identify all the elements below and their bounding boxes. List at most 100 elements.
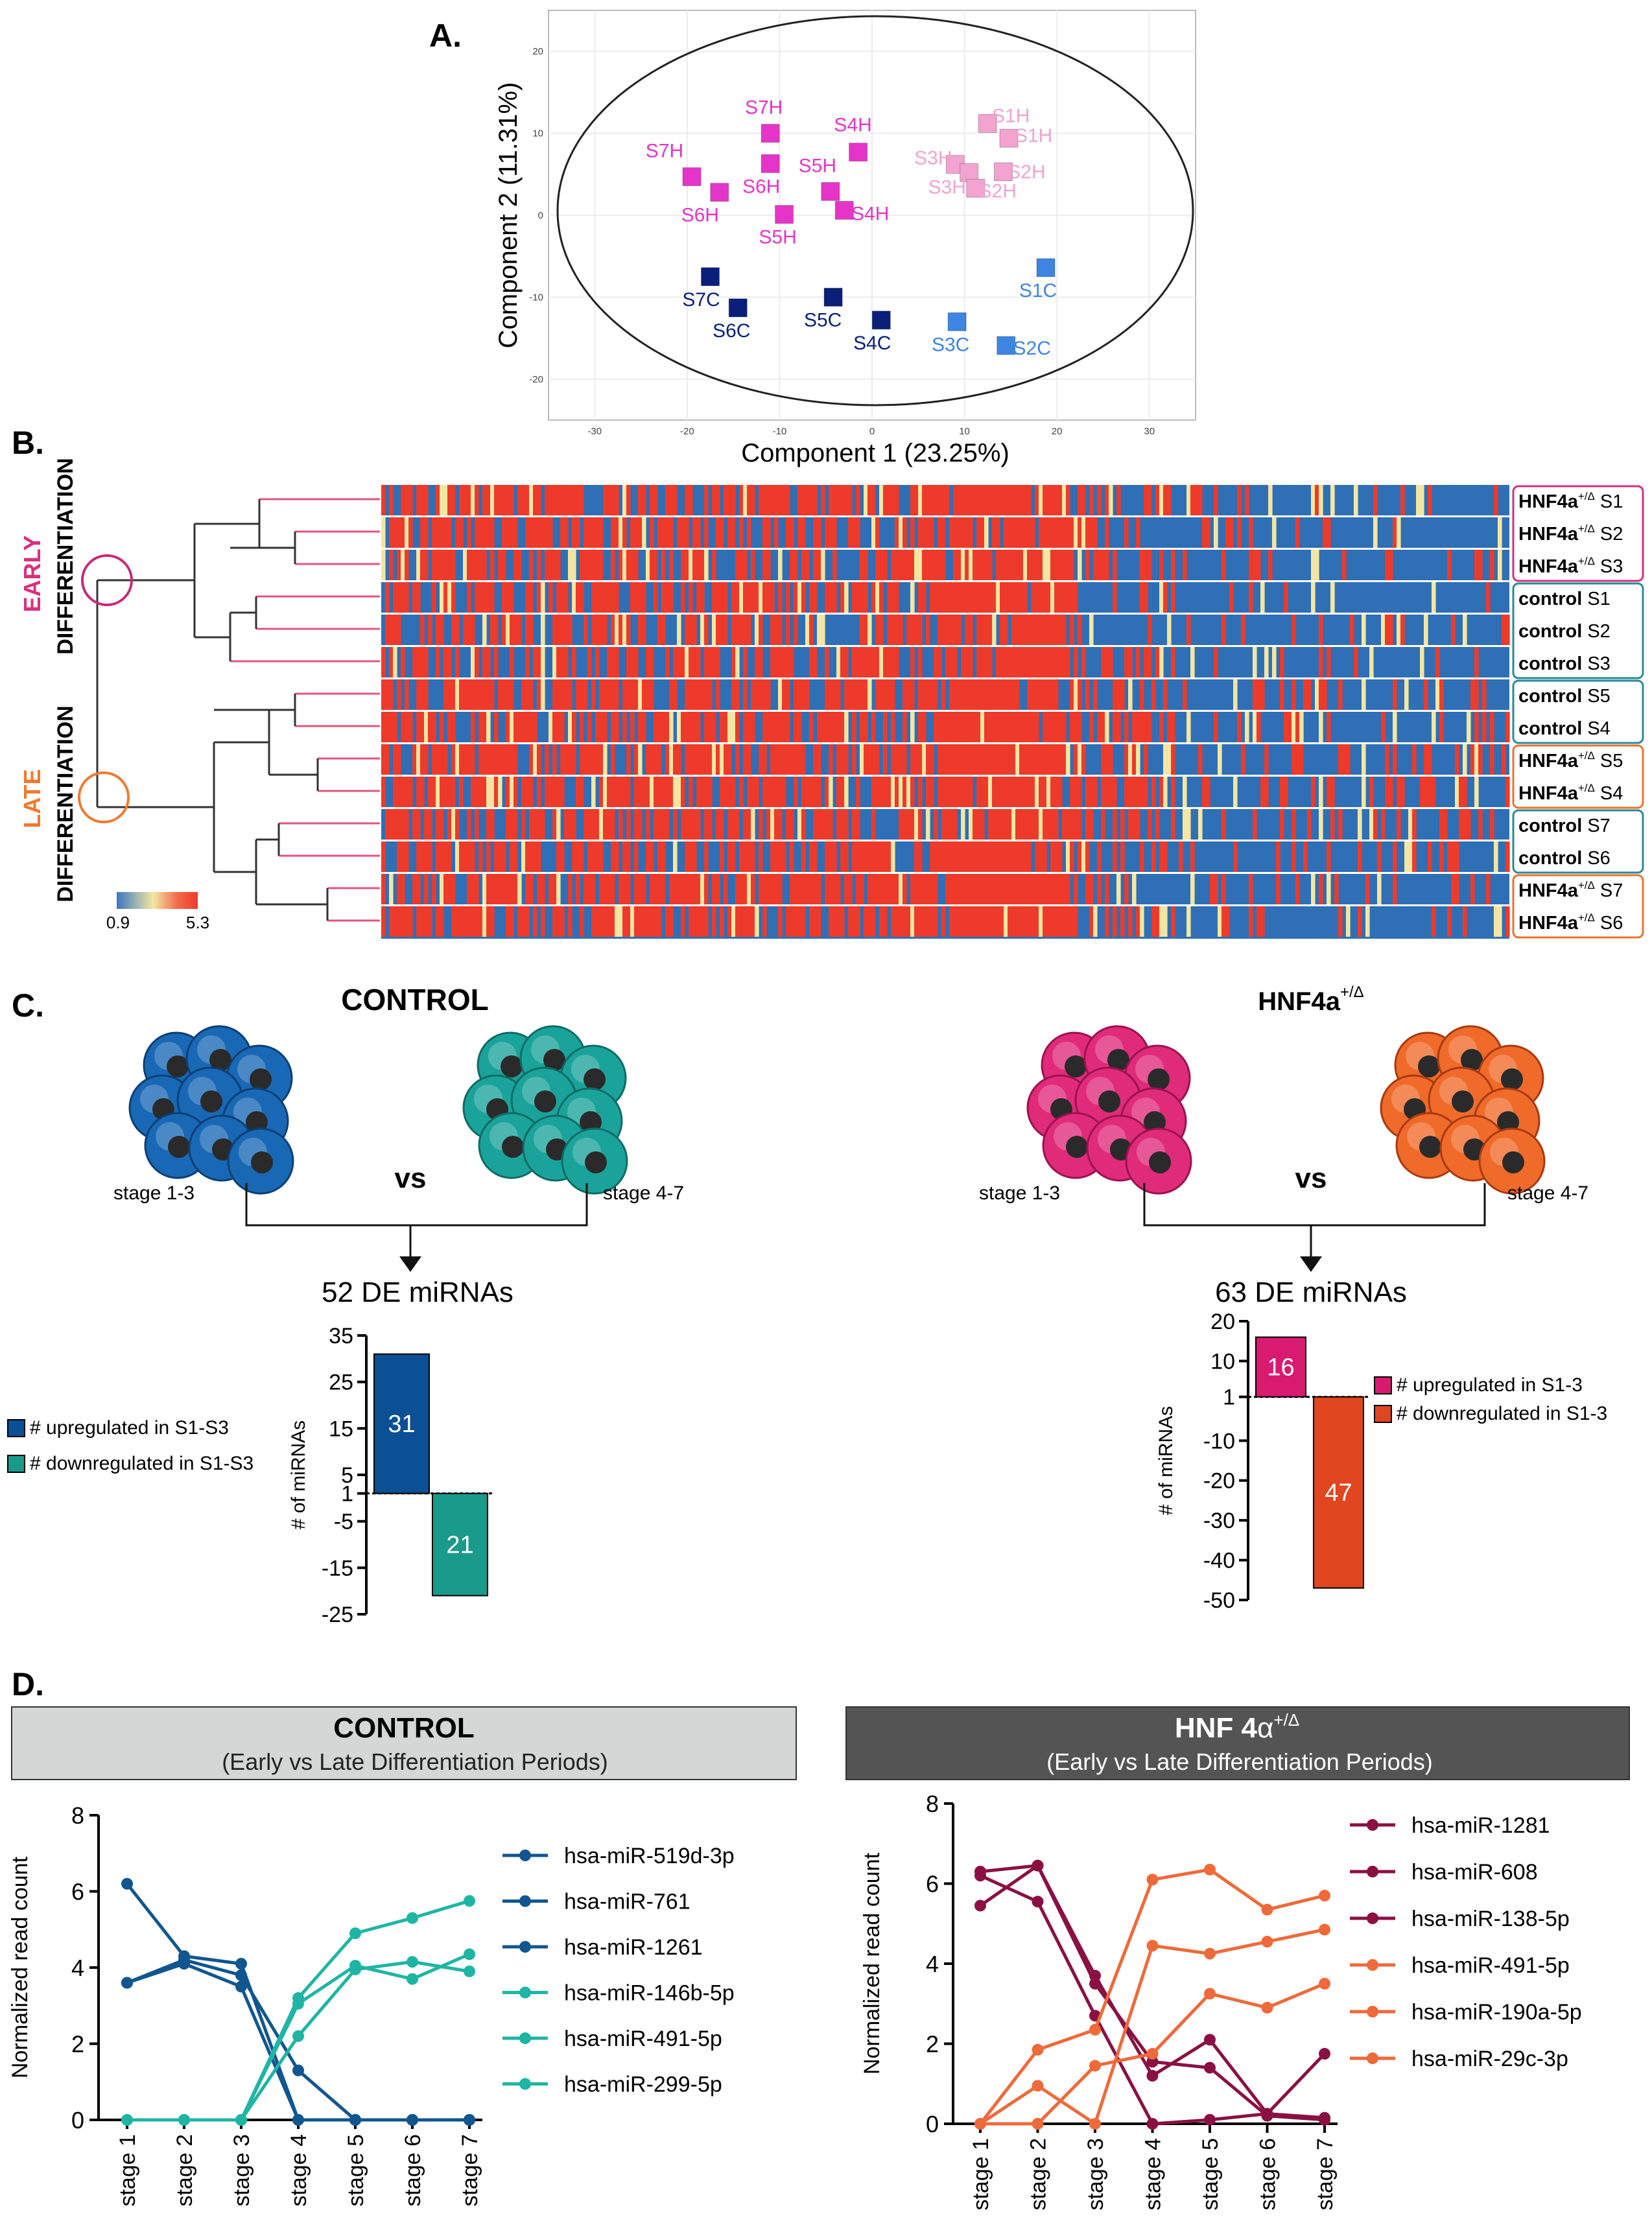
heatmap-cell	[879, 777, 884, 807]
heatmap-cell	[1066, 647, 1070, 677]
heatmap-cell	[724, 712, 728, 742]
heatmap-cell	[1136, 744, 1140, 775]
heatmap-cell	[630, 582, 635, 613]
heatmap-cell	[595, 550, 600, 580]
heatmap-cell	[813, 485, 818, 515]
legend-marker	[1367, 2052, 1378, 2064]
heatmap-cell	[502, 550, 506, 580]
heatmap-cell	[1054, 615, 1059, 645]
heatmap-cell	[1027, 517, 1032, 548]
heatmap-cell	[1474, 550, 1479, 580]
heatmap-cell	[397, 550, 401, 580]
heatmap-cell	[576, 582, 580, 613]
heatmap-cell	[510, 744, 514, 775]
series-point	[1204, 2062, 1216, 2074]
heatmap-cell	[615, 517, 619, 548]
heatmap-cell	[405, 582, 409, 613]
heatmap-cell	[533, 517, 537, 548]
heatmap-cell	[467, 841, 471, 872]
heatmap-cell	[867, 679, 872, 710]
heatmap-cell	[786, 582, 790, 613]
heatmap-cell	[945, 874, 950, 904]
heatmap-cell	[762, 874, 767, 904]
heatmap-cell	[1140, 550, 1144, 580]
heatmap-cell	[899, 615, 903, 645]
heatmap-cell	[735, 582, 740, 613]
heatmap-cell	[549, 777, 553, 807]
heatmap-cell	[973, 809, 977, 840]
heatmap-cell	[1015, 582, 1020, 613]
heatmap-cell	[969, 679, 973, 710]
heatmap-cell	[626, 906, 631, 937]
heatmap-cell	[510, 809, 514, 840]
heatmap-cell	[692, 647, 697, 677]
heatmap-cell	[895, 906, 899, 937]
series-point	[349, 1927, 361, 1940]
heatmap-cell	[692, 841, 697, 872]
heatmap-cell	[669, 744, 674, 775]
heatmap-cell	[467, 679, 471, 710]
heatmap-cell	[992, 712, 997, 742]
heatmap-cell	[903, 744, 907, 775]
heatmap-cell	[731, 517, 736, 548]
heatmap-cell	[611, 517, 615, 548]
heatmap-cell	[883, 841, 888, 872]
heatmap-cell	[1019, 777, 1024, 807]
heatmap-cell	[1015, 615, 1020, 645]
heatmap-cell	[455, 647, 460, 677]
heatmap-cell	[864, 485, 868, 515]
heatmap-cell	[498, 550, 502, 580]
heatmap-cell	[825, 841, 829, 872]
heatmap-cell	[587, 712, 592, 742]
heatmap-cell	[1249, 906, 1253, 937]
heatmap-cell	[634, 647, 639, 677]
heatmap-cell	[840, 712, 845, 742]
heatmap-cell	[661, 874, 666, 904]
heatmap-cell	[1074, 517, 1078, 548]
heatmap-cell	[1198, 485, 1203, 515]
heatmap-cell	[529, 485, 534, 515]
heatmap-cell	[922, 744, 926, 775]
heatmap-cell	[1105, 550, 1109, 580]
heatmap-cell	[440, 777, 444, 807]
heatmap-cell	[829, 777, 833, 807]
pca-point-label: S3H	[928, 176, 966, 198]
heatmap-cell	[1078, 615, 1082, 645]
heatmap-cell	[883, 712, 888, 742]
heatmap-cell	[731, 582, 736, 613]
series-point	[1032, 1896, 1044, 1908]
heatmap-cell	[914, 744, 919, 775]
heatmap-cell	[1050, 647, 1055, 677]
dendrogram-branches	[96, 499, 329, 921]
heatmap-cell	[556, 615, 561, 645]
heatmap-cell	[984, 712, 989, 742]
heatmap-cell	[1451, 615, 1456, 645]
heatmap-cell	[1140, 841, 1144, 872]
heatmap-cell	[689, 582, 693, 613]
heatmap-cell	[1253, 712, 1257, 742]
heatmap-cell	[782, 744, 786, 775]
series-point	[1146, 1940, 1159, 1952]
heatmap-cell	[801, 517, 806, 548]
heatmap-cell	[685, 485, 689, 515]
heatmap-cell	[1109, 777, 1113, 807]
heatmap-cell	[1031, 777, 1035, 807]
heatmap-cell	[556, 906, 561, 937]
heatmap-cell	[856, 841, 860, 872]
heatmap-cell	[743, 679, 748, 710]
heatmap-cell	[790, 744, 794, 775]
heatmap-cell	[494, 841, 499, 872]
heatmap-cell	[654, 744, 658, 775]
heatmap-cell	[638, 615, 643, 645]
heatmap-cell	[922, 485, 926, 515]
heatmap-cell	[883, 906, 888, 937]
early-label: EARLY	[19, 535, 45, 613]
heatmap-cell	[1163, 777, 1168, 807]
heatmap-cell	[525, 517, 530, 548]
heatmap-cell	[903, 517, 907, 548]
heatmap-cell	[1439, 712, 1444, 742]
heatmap-cell	[1008, 874, 1012, 904]
heatmap-cell	[1058, 841, 1063, 872]
legend-marker	[519, 1941, 531, 1953]
heatmap-cell	[965, 647, 969, 677]
